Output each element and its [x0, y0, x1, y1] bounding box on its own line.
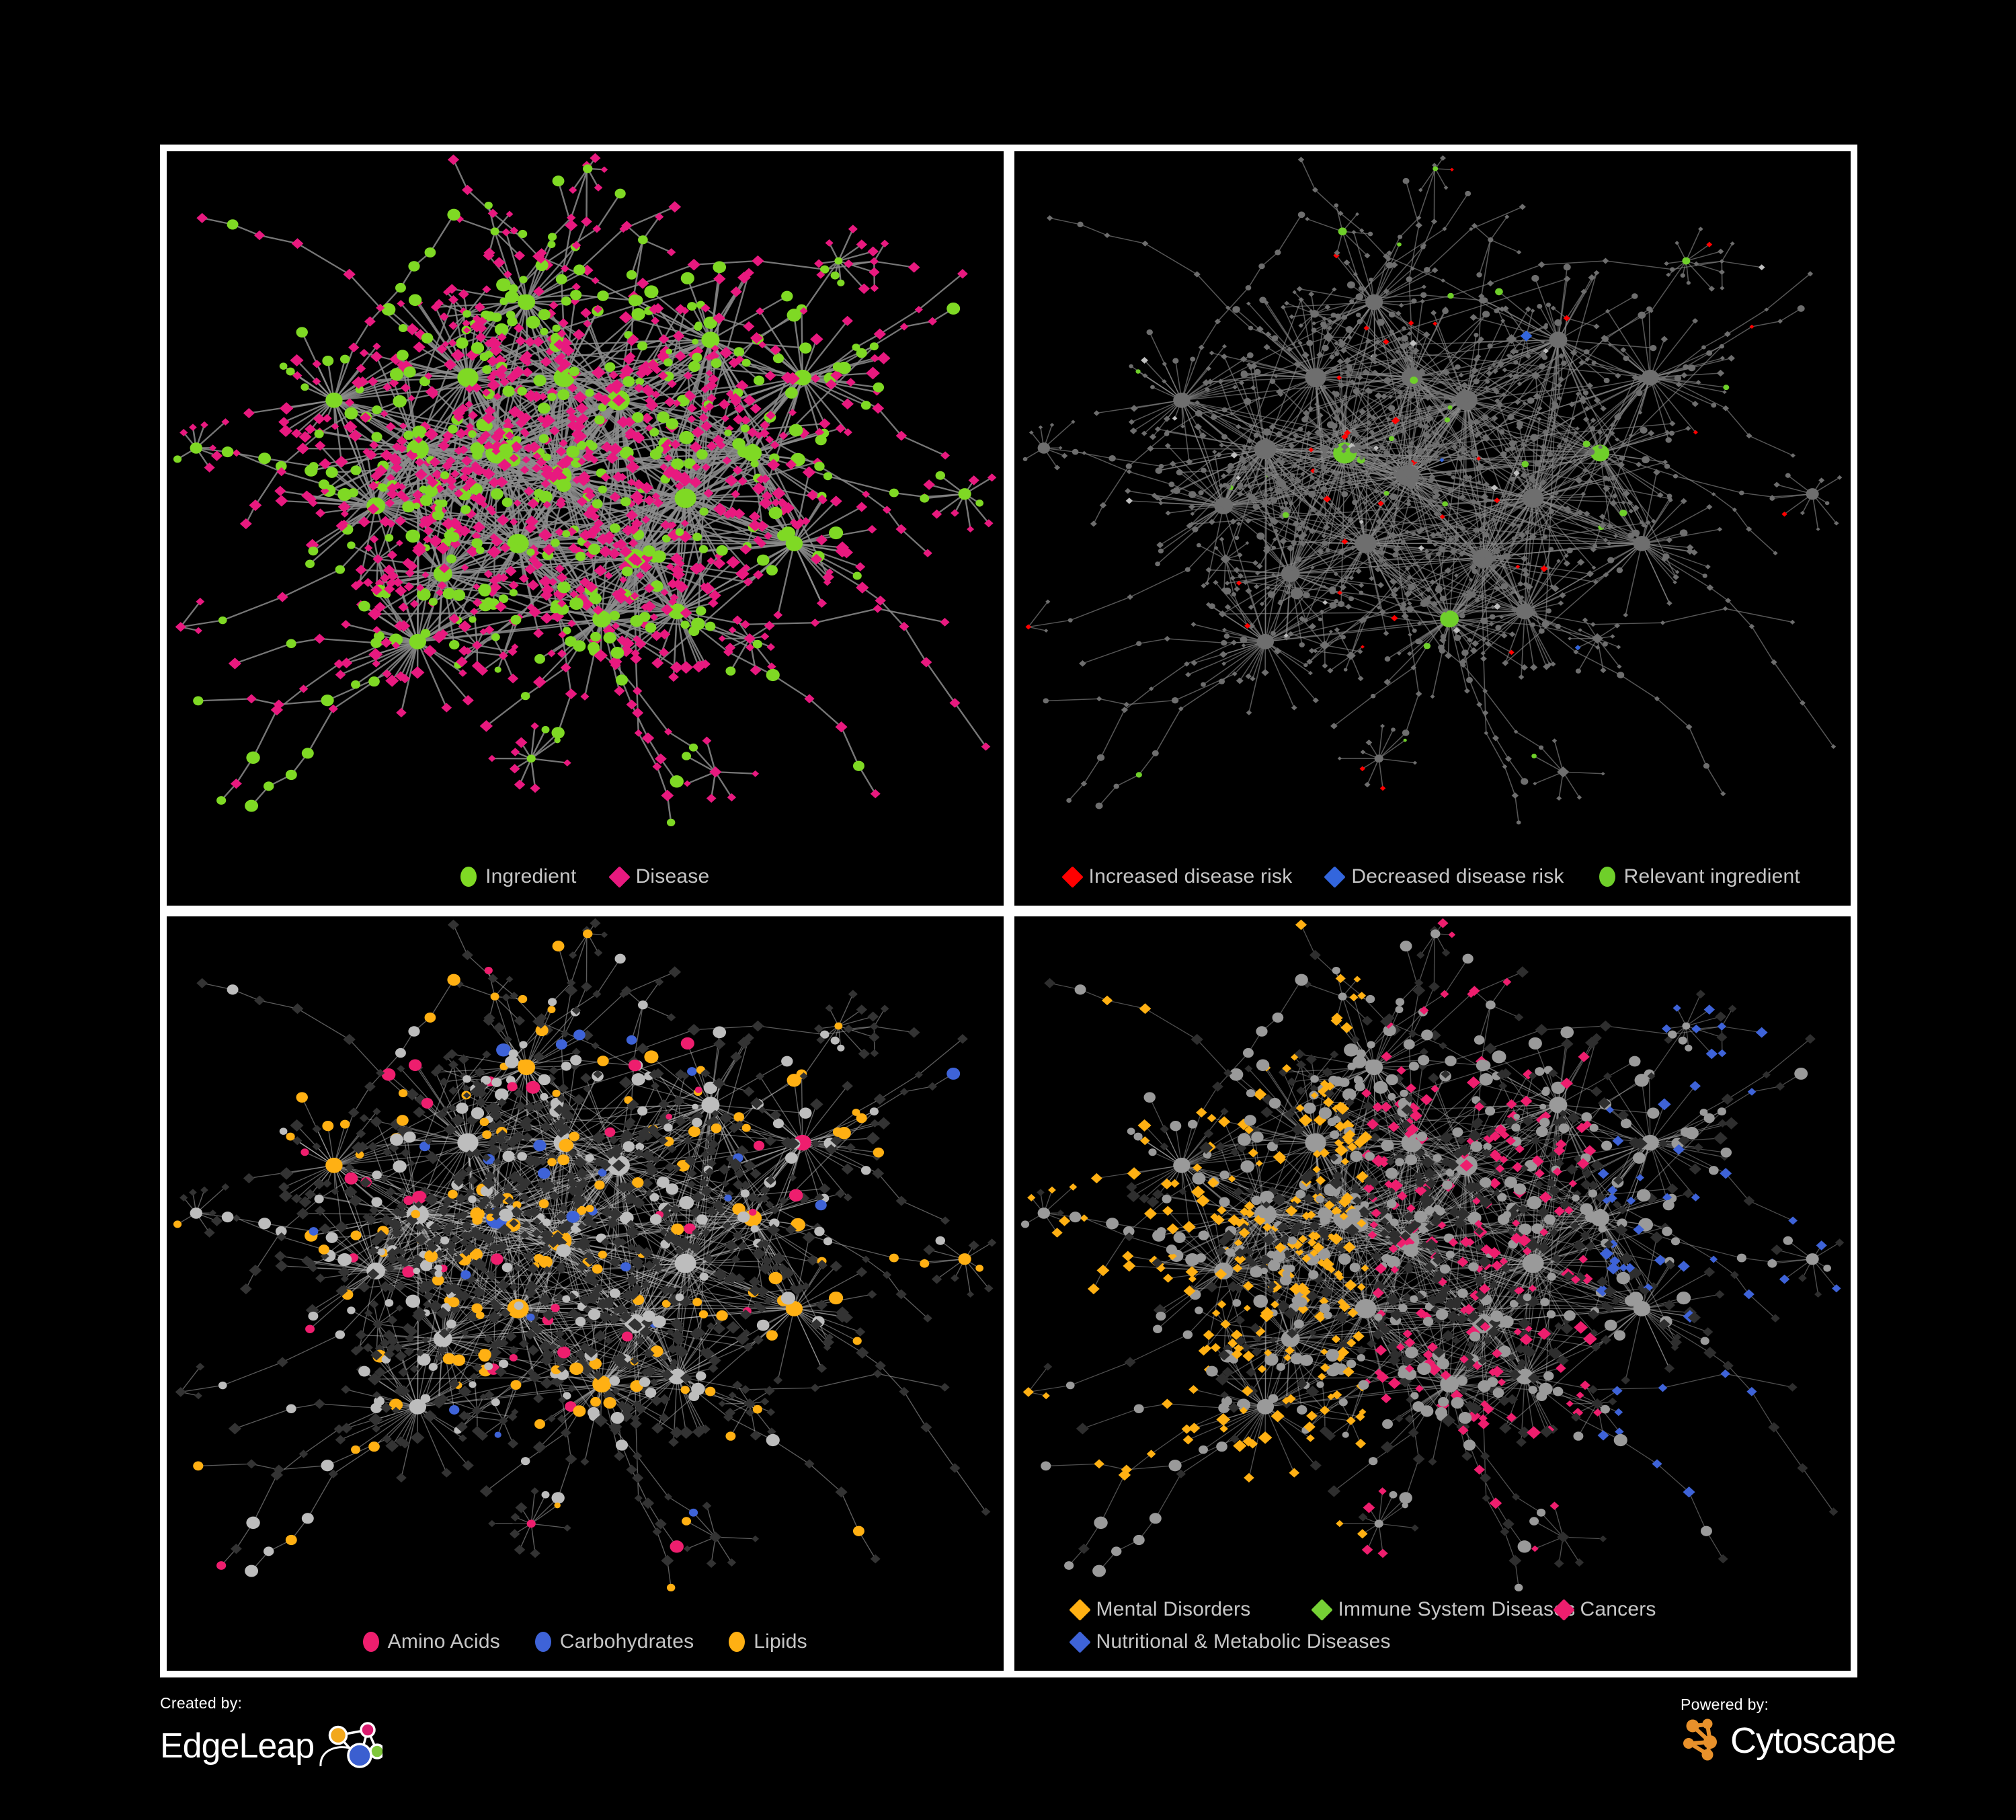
powered-by-cytoscape[interactable]: Powered by: Cytoscape	[1681, 1696, 1896, 1764]
legend-label: Carbohydrates	[559, 1630, 694, 1653]
panel-grid: Ingredient Disease Increased disease ris…	[160, 145, 1857, 1677]
panel-ingredient-class-network[interactable]: Amino Acids Carbohydrates Lipids	[167, 916, 1004, 1671]
mental-disorders-diamond-icon	[1068, 1598, 1091, 1621]
carbohydrates-circle-icon	[534, 1632, 551, 1652]
network-canvas-1[interactable]	[167, 151, 1004, 906]
legend-item-ingredient[interactable]: Ingredient	[460, 865, 576, 888]
legend-item-lipids[interactable]: Lipids	[729, 1630, 807, 1653]
legend-item-amino-acids[interactable]: Amino Acids	[362, 1630, 500, 1653]
immune-system-diamond-icon	[1310, 1598, 1333, 1621]
ingredient-circle-icon	[460, 867, 477, 887]
legend-item-disease[interactable]: Disease	[608, 865, 710, 888]
legend-item-immune-system-diseases[interactable]: Immune System Diseases	[1310, 1598, 1575, 1621]
edgeleap-logo-row: EdgeLeap	[160, 1715, 385, 1776]
legend-item-increased-risk[interactable]: Increased disease risk	[1061, 865, 1293, 888]
legend-label: Disease	[635, 865, 710, 887]
relevant-ingredient-circle-icon	[1599, 867, 1615, 887]
legend-label: Ingredient	[485, 865, 577, 887]
legend-label: Immune System Diseases	[1338, 1598, 1576, 1620]
legend-label: Cancers	[1580, 1598, 1656, 1620]
legend-item-cancers[interactable]: Cancers	[1552, 1598, 1798, 1621]
cytoscape-wordmark: Cytoscape	[1730, 1720, 1896, 1761]
legend-item-mental-disorders[interactable]: Mental Disorders	[1068, 1598, 1314, 1621]
legend-item-carbohydrates[interactable]: Carbohydrates	[534, 1630, 694, 1653]
legend-panel-2: Increased disease risk Decreased disease…	[1014, 865, 1851, 888]
legend-item-relevant-ingredient[interactable]: Relevant ingredient	[1599, 865, 1800, 888]
legend-label: Increased disease risk	[1088, 865, 1293, 887]
legend-label: Nutritional & Metabolic Diseases	[1096, 1630, 1391, 1653]
legend-label: Relevant ingredient	[1623, 865, 1800, 887]
network-canvas-2[interactable]	[1014, 151, 1851, 906]
powered-by-label: Powered by:	[1681, 1696, 1769, 1713]
network-canvas-3[interactable]	[167, 916, 1004, 1671]
panel-disease-class-network[interactable]: Mental Disorders Immune System Diseases …	[1014, 916, 1851, 1671]
created-by-label: Created by:	[160, 1694, 243, 1712]
lipids-circle-icon	[729, 1632, 745, 1652]
legend-label: Decreased disease risk	[1351, 865, 1564, 887]
panel-ingredient-disease-network[interactable]: Ingredient Disease	[167, 151, 1004, 906]
edgeleap-network-icon	[318, 1715, 385, 1776]
decreased-risk-diamond-icon	[1324, 865, 1346, 888]
cancers-diamond-icon	[1552, 1598, 1575, 1621]
network-canvas-4[interactable]	[1014, 916, 1851, 1671]
amino-acids-circle-icon	[362, 1632, 379, 1652]
cytoscape-logo-row: Cytoscape	[1681, 1716, 1896, 1764]
created-by-edgeleap[interactable]: Created by: EdgeLeap	[160, 1694, 385, 1776]
legend-panel-3: Amino Acids Carbohydrates Lipids	[167, 1630, 1004, 1653]
increased-risk-diamond-icon	[1061, 865, 1084, 888]
disease-diamond-icon	[608, 865, 631, 888]
legend-label: Amino Acids	[387, 1630, 500, 1653]
legend-label: Mental Disorders	[1096, 1598, 1251, 1620]
legend-panel-1: Ingredient Disease	[167, 865, 1004, 888]
figure-footer: Created by: EdgeLeap Powered by:	[0, 1681, 2016, 1820]
legend-label: Lipids	[754, 1630, 807, 1653]
panel-disease-risk-network[interactable]: Increased disease risk Decreased disease…	[1014, 151, 1851, 906]
legend-panel-4: Mental Disorders Immune System Diseases …	[1014, 1598, 1851, 1653]
cytoscape-logo-icon	[1681, 1716, 1726, 1764]
legend-item-nutritional-metabolic-diseases[interactable]: Nutritional & Metabolic Diseases	[1068, 1630, 1391, 1653]
legend-item-decreased-risk[interactable]: Decreased disease risk	[1324, 865, 1564, 888]
nutritional-metabolic-diamond-icon	[1068, 1630, 1091, 1653]
edgeleap-wordmark: EdgeLeap	[160, 1726, 315, 1766]
